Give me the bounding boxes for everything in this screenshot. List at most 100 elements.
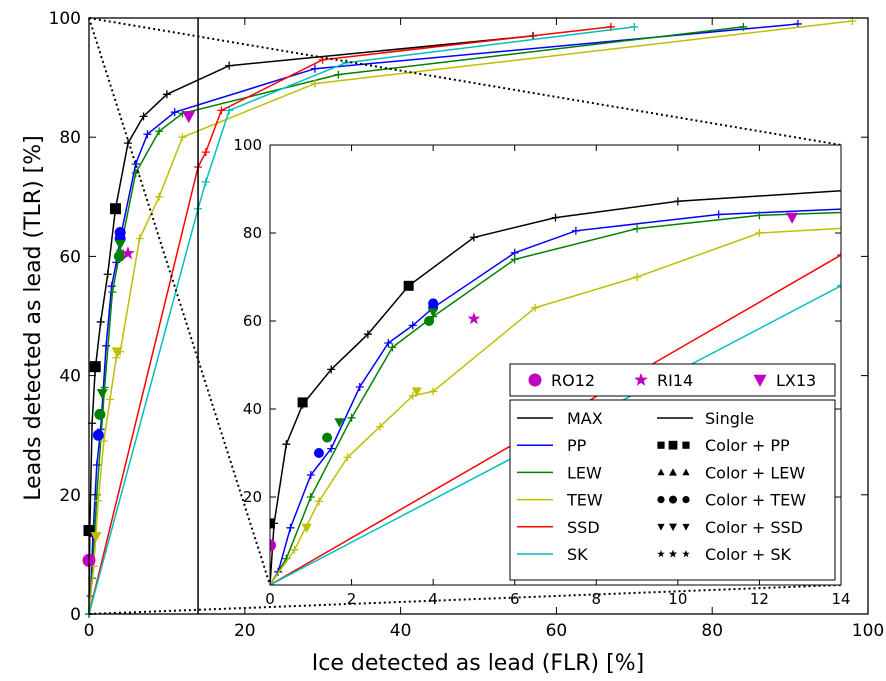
inset-point-pp-3 (306, 471, 315, 479)
point-tew-2 (94, 496, 103, 505)
inset-point-lew-4 (388, 343, 397, 352)
legend-style-glyph-0 (657, 441, 665, 449)
point-sk-3 (225, 106, 234, 115)
inset-point-tew-7 (531, 303, 540, 312)
series-line-max (88, 35, 534, 615)
legend: RO12 RI14 LX13 MAX PP LEW TEW SSD SK Single Color … (509, 363, 836, 581)
legend-line-ssd-label: SSD (567, 518, 600, 537)
inset-y-tick-label-3: 80 (243, 224, 262, 242)
inset-point-lew-6 (510, 255, 519, 264)
point-lew-6 (131, 168, 140, 177)
inset-point-pp-11 (714, 210, 723, 219)
legend-style-glyph-0 (657, 523, 665, 531)
inset-point-tew-1 (290, 545, 299, 554)
legend-line-tew-label: TEW (566, 491, 603, 510)
zoom-connector-lower (88, 584, 842, 615)
inset-marker-ri14 (467, 312, 481, 325)
legend-style-color-pp-icon (657, 440, 690, 450)
legend-style-color-sk-label: Color + SK (705, 545, 792, 564)
marker-ssd-triangle-down-1 (114, 240, 126, 251)
marker-pp-square-2 (109, 203, 121, 215)
inset-y-tick-label-4: 100 (233, 136, 262, 154)
legend-style-color-ssd-icon (657, 523, 690, 531)
legend-style-glyph-2 (682, 550, 690, 558)
point-max-4 (96, 317, 105, 326)
inset-point-max-2 (282, 440, 291, 449)
zoom-connector-upper-left (88, 17, 271, 586)
y-tick-label-3: 60 (59, 247, 81, 267)
legend-style-glyph-1 (669, 468, 677, 476)
point-pp-12 (310, 64, 319, 73)
x-tick-label-2: 40 (390, 621, 412, 641)
plot-frame (88, 17, 869, 615)
point-lew-10 (739, 22, 748, 31)
series-line-sk (88, 26, 635, 615)
point-lew-4 (108, 288, 117, 297)
legend-style-glyph-1 (669, 495, 677, 504)
inset-marker-pp-square-1 (297, 397, 308, 408)
legend-style-color-tew-icon (657, 495, 690, 504)
marker-ssd-triangle-down-0 (96, 389, 108, 400)
legend-style-glyph-1 (669, 523, 677, 531)
point-sk-4 (342, 58, 351, 67)
point-max-9 (162, 90, 171, 99)
point-ssd-2 (201, 148, 210, 157)
inset-marker-lew-circle-1 (424, 316, 435, 326)
legend-style-glyph-0 (657, 468, 665, 476)
inset-series-line-ssd (270, 254, 841, 585)
legend-style-color-ssd-label: Color + SSD (705, 518, 803, 537)
legend-marker-lx13-label: LX13 (776, 371, 816, 390)
inset-point-pp-6 (384, 339, 393, 347)
point-sk-5 (630, 22, 639, 31)
inset-point-tew-9 (755, 229, 764, 237)
marker-lew-circle-0 (94, 408, 106, 420)
point-ssd-3 (217, 106, 226, 115)
marker-pp-square-1 (89, 361, 101, 373)
inset-point-tew-8 (633, 273, 642, 281)
y-axis-label: Leads detected as lead (TLR) [%] (21, 135, 46, 500)
legend-line-lew-label: LEW (567, 463, 602, 482)
point-pp-11 (170, 108, 179, 117)
y-tick-label-1: 20 (59, 486, 81, 506)
zoom-connector-upper (88, 17, 842, 146)
inset-point-max-8 (551, 213, 560, 222)
legend-line-sk-label: SK (567, 545, 588, 564)
inset-point-pp-2 (286, 523, 295, 532)
legend-markers: RO12 RI14 LX13 (509, 363, 836, 397)
legend-methods: MAX PP LEW TEW SSD SK Single Color + PP Color + … (509, 399, 836, 581)
inset-point-max-9 (673, 197, 682, 206)
inset-point-tew-4 (376, 422, 385, 431)
legend-style-color-pp-label: Color + PP (705, 436, 790, 455)
inset-marker-pp-circle-2 (428, 298, 439, 309)
legend-methods-box (509, 399, 836, 581)
marker-pp-circle-2 (114, 227, 126, 239)
inset-series-line-max (270, 189, 841, 585)
inset-y-tick-label-1: 40 (243, 400, 262, 418)
inset-x-tick-label-2: 4 (428, 590, 438, 608)
inset-content (270, 189, 841, 585)
legend-style-color-tew-label: Color + TEW (705, 491, 806, 510)
legend-style-single-label: Single (705, 409, 754, 428)
inset-marker-ro12 (270, 539, 276, 552)
inset-marker-ssd-triangle-down-1 (428, 308, 439, 318)
legend-style-glyph-1 (668, 549, 678, 558)
inset-point-tew-2 (314, 497, 323, 506)
inset-marker-tew-triangle-down-1 (411, 387, 422, 397)
point-tew-3 (99, 437, 108, 446)
y-tick-label-4: 80 (59, 128, 81, 148)
inset-frame (269, 144, 842, 586)
point-tew-9 (178, 133, 187, 142)
legend-line-pp-label: PP (567, 436, 587, 455)
point-max-10 (225, 61, 234, 70)
inset-point-pp-5 (355, 383, 364, 391)
legend-marker-ro12-label: RO12 (551, 371, 595, 390)
legend-marker-ri14-label: RI14 (657, 371, 693, 390)
inset-x-tick-label-4: 8 (592, 590, 602, 608)
y-tick-label-0: 0 (70, 605, 81, 625)
x-tick-label-0: 0 (84, 621, 95, 641)
marker-lx13 (182, 111, 196, 124)
inset-marker-pp-square-0 (270, 518, 275, 529)
inset-point-pp-4 (327, 444, 336, 453)
inset-point-tew-5 (408, 391, 417, 400)
